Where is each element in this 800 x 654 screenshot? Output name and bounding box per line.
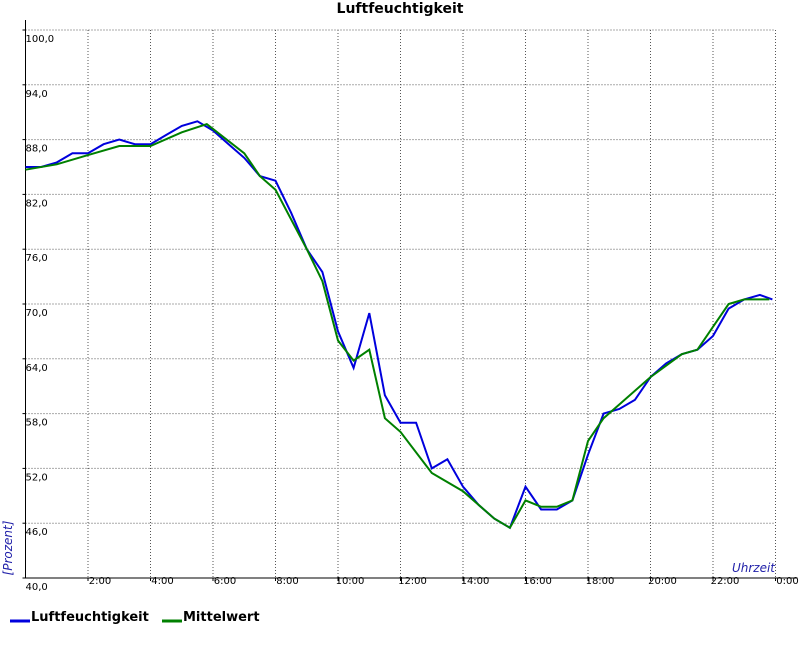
y-tick-label: 88,0: [26, 144, 48, 155]
y-tick-label: 76,0: [26, 253, 48, 264]
y-tick-label: 46,0: [26, 527, 48, 538]
x-tick-label: 8:00: [276, 576, 298, 587]
legend-label: Mittelwert: [183, 610, 260, 625]
y-tick-label: 58,0: [26, 418, 48, 429]
x-tick-label: 10:00: [336, 576, 365, 587]
x-tick-label: 16:00: [523, 576, 552, 587]
x-tick-label: 20:00: [648, 576, 677, 587]
x-tick-label: 12:00: [398, 576, 427, 587]
y-tick-label: 70,0: [26, 308, 48, 319]
x-tick-label: 0:00: [776, 576, 798, 587]
y-tick-label: 94,0: [26, 89, 48, 100]
y-tick-label: 82,0: [26, 198, 48, 209]
y-axis-label: [Prozent]: [1, 520, 15, 575]
x-tick-label: 2:00: [89, 576, 111, 587]
x-tick-label: 14:00: [461, 576, 490, 587]
data-line: [25, 122, 770, 530]
chart-title: Luftfeuchtigkeit: [337, 1, 464, 17]
x-axis-label: Uhrzeit: [732, 561, 776, 575]
y-tick-label: 52,0: [26, 472, 48, 483]
y-tick-label: 40,0: [26, 582, 48, 593]
x-tick-label: 6:00: [214, 576, 236, 587]
y-tick-label: 64,0: [26, 363, 48, 374]
x-tick-label: 18:00: [586, 576, 615, 587]
y-tick-label: 100,0: [26, 34, 55, 45]
x-tick-label: 22:00: [711, 576, 740, 587]
x-tick-label: 4:00: [151, 576, 173, 587]
legend-label: Luftfeuchtigkeit: [31, 610, 149, 625]
